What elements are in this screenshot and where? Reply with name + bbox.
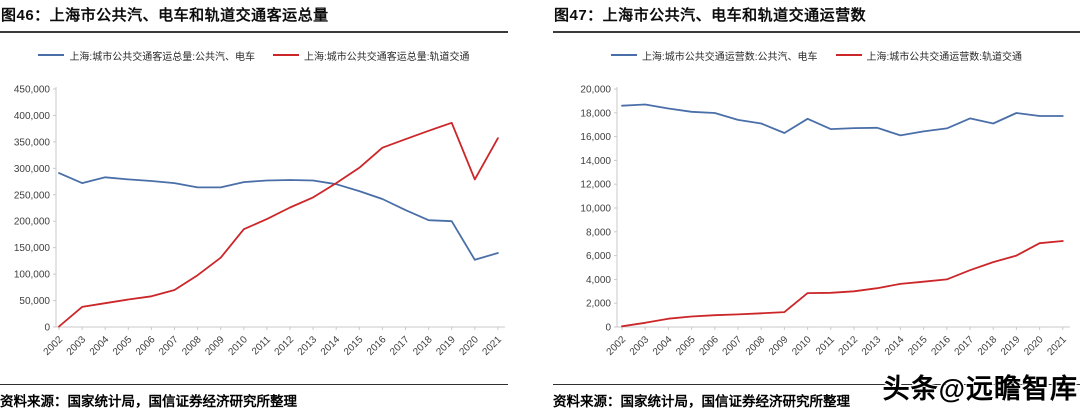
svg-text:2008: 2008 — [744, 334, 768, 358]
svg-text:2019: 2019 — [434, 334, 458, 358]
svg-text:2008: 2008 — [180, 334, 204, 358]
svg-text:2010: 2010 — [790, 334, 814, 358]
legend-line-marker — [273, 54, 299, 56]
legend-item: 上海:城市公共交通运营数:轨道交通 — [835, 48, 1023, 63]
svg-text:2019: 2019 — [999, 334, 1023, 358]
legend-label: 上海:城市公共交通客运总量:公共汽、电车 — [69, 51, 255, 63]
svg-text:8,000: 8,000 — [586, 227, 611, 238]
legend-line-marker — [38, 54, 65, 56]
svg-text:2020: 2020 — [457, 334, 481, 358]
svg-text:2014: 2014 — [319, 334, 343, 358]
svg-text:2003: 2003 — [628, 334, 652, 358]
svg-text:2010: 2010 — [226, 334, 250, 358]
legend: 上海:城市公共交通运营数:公共汽、电车 上海:城市公共交通运营数:轨道交通 — [553, 33, 1080, 77]
svg-text:2004: 2004 — [88, 334, 112, 358]
watermark: 头条@远瞻智库 — [882, 374, 1078, 404]
axes — [53, 87, 505, 330]
svg-text:2012: 2012 — [273, 334, 297, 358]
svg-text:2015: 2015 — [342, 334, 366, 358]
svg-text:100,000: 100,000 — [14, 270, 51, 281]
legend-label: 上海:城市公共交通运营数:公共汽、电车 — [641, 51, 818, 63]
svg-text:2,000: 2,000 — [586, 299, 611, 310]
svg-text:50,000: 50,000 — [19, 296, 50, 307]
svg-text:2016: 2016 — [365, 334, 389, 358]
figure-46-title: 图46：上海市公共汽、电车和轨道交通客运总量 — [1, 7, 329, 24]
y-axis-tick-labels: 0 50,000 100,000 150,000 200,000 250,000 300,0… — [14, 85, 51, 334]
y-axis-tick-labels: 0 2,000 4,000 6,000 8,000 10,000 12,000 14,000 1… — [580, 85, 611, 334]
x-axis-tick-labels: 2002 2003 2004 2005 2006 2007 2008 2009 2010 2011… — [42, 334, 505, 358]
svg-text:2009: 2009 — [203, 334, 227, 358]
svg-text:450,000: 450,000 — [14, 85, 51, 96]
svg-text:2013: 2013 — [296, 334, 320, 358]
svg-text:2002: 2002 — [42, 334, 66, 358]
figure-footer: 资料来源：国家统计局，国信证券经济研究所整理 — [0, 384, 508, 418]
svg-text:14,000: 14,000 — [580, 156, 611, 167]
series-line — [58, 121, 499, 328]
figure-46: 图46：上海市公共汽、电车和轨道交通客运总量 上海:城市公共交通客运总量:公共汽… — [0, 0, 508, 418]
svg-text:300,000: 300,000 — [14, 164, 51, 175]
svg-text:2018: 2018 — [411, 334, 435, 358]
svg-text:0: 0 — [605, 323, 611, 334]
legend-label: 上海:城市公共交通运营数:轨道交通 — [866, 51, 1023, 63]
svg-text:2017: 2017 — [388, 334, 412, 358]
axes — [614, 87, 1070, 330]
passenger-volume-line-chart: 0 50,000 100,000 150,000 200,000 250,000 300,0… — [14, 85, 505, 358]
fleet-size-line-chart: 0 2,000 4,000 6,000 8,000 10,000 12,000 14,000 1… — [580, 85, 1070, 358]
svg-text:0: 0 — [44, 323, 50, 334]
legend-line-marker — [610, 54, 637, 56]
svg-text:12,000: 12,000 — [580, 180, 611, 191]
figure-footer: 资料来源：国家统计局，国信证券经济研究所整理 — [553, 384, 1080, 418]
svg-text:2004: 2004 — [651, 334, 675, 358]
svg-text:16,000: 16,000 — [580, 132, 611, 143]
source-note: 资料来源：国家统计局，国信证券经济研究所整理 — [0, 394, 297, 409]
legend-line-marker — [835, 54, 862, 56]
svg-text:2020: 2020 — [1022, 334, 1046, 358]
svg-text:2005: 2005 — [674, 334, 698, 358]
svg-text:2014: 2014 — [883, 334, 907, 358]
svg-text:2005: 2005 — [111, 334, 135, 358]
legend-item: 上海:城市公共交通运营数:公共汽、电车 — [610, 48, 818, 63]
svg-text:2006: 2006 — [134, 334, 158, 358]
series-line — [58, 172, 499, 261]
svg-text:2015: 2015 — [906, 334, 930, 358]
svg-text:2021: 2021 — [1045, 334, 1069, 358]
svg-text:2013: 2013 — [860, 334, 884, 358]
svg-text:20,000: 20,000 — [580, 85, 611, 96]
legend-item: 上海:城市公共交通客运总量:公共汽、电车 — [38, 48, 255, 63]
series-line — [621, 103, 1064, 137]
svg-text:150,000: 150,000 — [14, 243, 51, 254]
svg-text:2018: 2018 — [976, 334, 1000, 358]
svg-text:2011: 2011 — [814, 334, 837, 357]
svg-text:4,000: 4,000 — [586, 275, 611, 286]
series-line — [621, 240, 1064, 328]
figure-47: 图47：上海市公共汽、电车和轨道交通运营数 上海:城市公共交通运营数:公共汽、电… — [553, 0, 1080, 418]
svg-text:2016: 2016 — [929, 334, 953, 358]
svg-text:2007: 2007 — [157, 334, 181, 358]
svg-text:350,000: 350,000 — [14, 137, 51, 148]
title-divider — [553, 31, 1080, 33]
svg-text:2002: 2002 — [605, 334, 629, 358]
svg-text:2011: 2011 — [250, 334, 273, 357]
svg-text:2009: 2009 — [767, 334, 791, 358]
svg-text:400,000: 400,000 — [14, 111, 51, 122]
svg-text:200,000: 200,000 — [14, 217, 51, 228]
legend-label: 上海:城市公共交通客运总量:轨道交通 — [304, 51, 470, 63]
svg-text:2007: 2007 — [721, 334, 745, 358]
svg-text:2006: 2006 — [697, 334, 721, 358]
svg-text:2012: 2012 — [837, 334, 861, 358]
svg-text:6,000: 6,000 — [586, 251, 611, 262]
title-divider — [0, 31, 508, 33]
svg-text:250,000: 250,000 — [14, 190, 51, 201]
svg-text:10,000: 10,000 — [580, 204, 611, 215]
legend-item: 上海:城市公共交通客运总量:轨道交通 — [273, 48, 470, 63]
svg-text:18,000: 18,000 — [580, 108, 611, 119]
figure-47-title: 图47：上海市公共汽、电车和轨道交通运营数 — [554, 7, 867, 24]
svg-text:2003: 2003 — [65, 334, 89, 358]
source-note: 资料来源：国家统计局，国信证券经济研究所整理 — [553, 394, 850, 409]
svg-text:2021: 2021 — [481, 334, 505, 358]
legend: 上海:城市公共交通客运总量:公共汽、电车 上海:城市公共交通客运总量:轨道交通 — [0, 33, 508, 77]
x-axis-tick-labels: 2002 2003 2004 2005 2006 2007 2008 2009 2010 2011… — [605, 334, 1070, 358]
svg-text:2017: 2017 — [953, 334, 977, 358]
